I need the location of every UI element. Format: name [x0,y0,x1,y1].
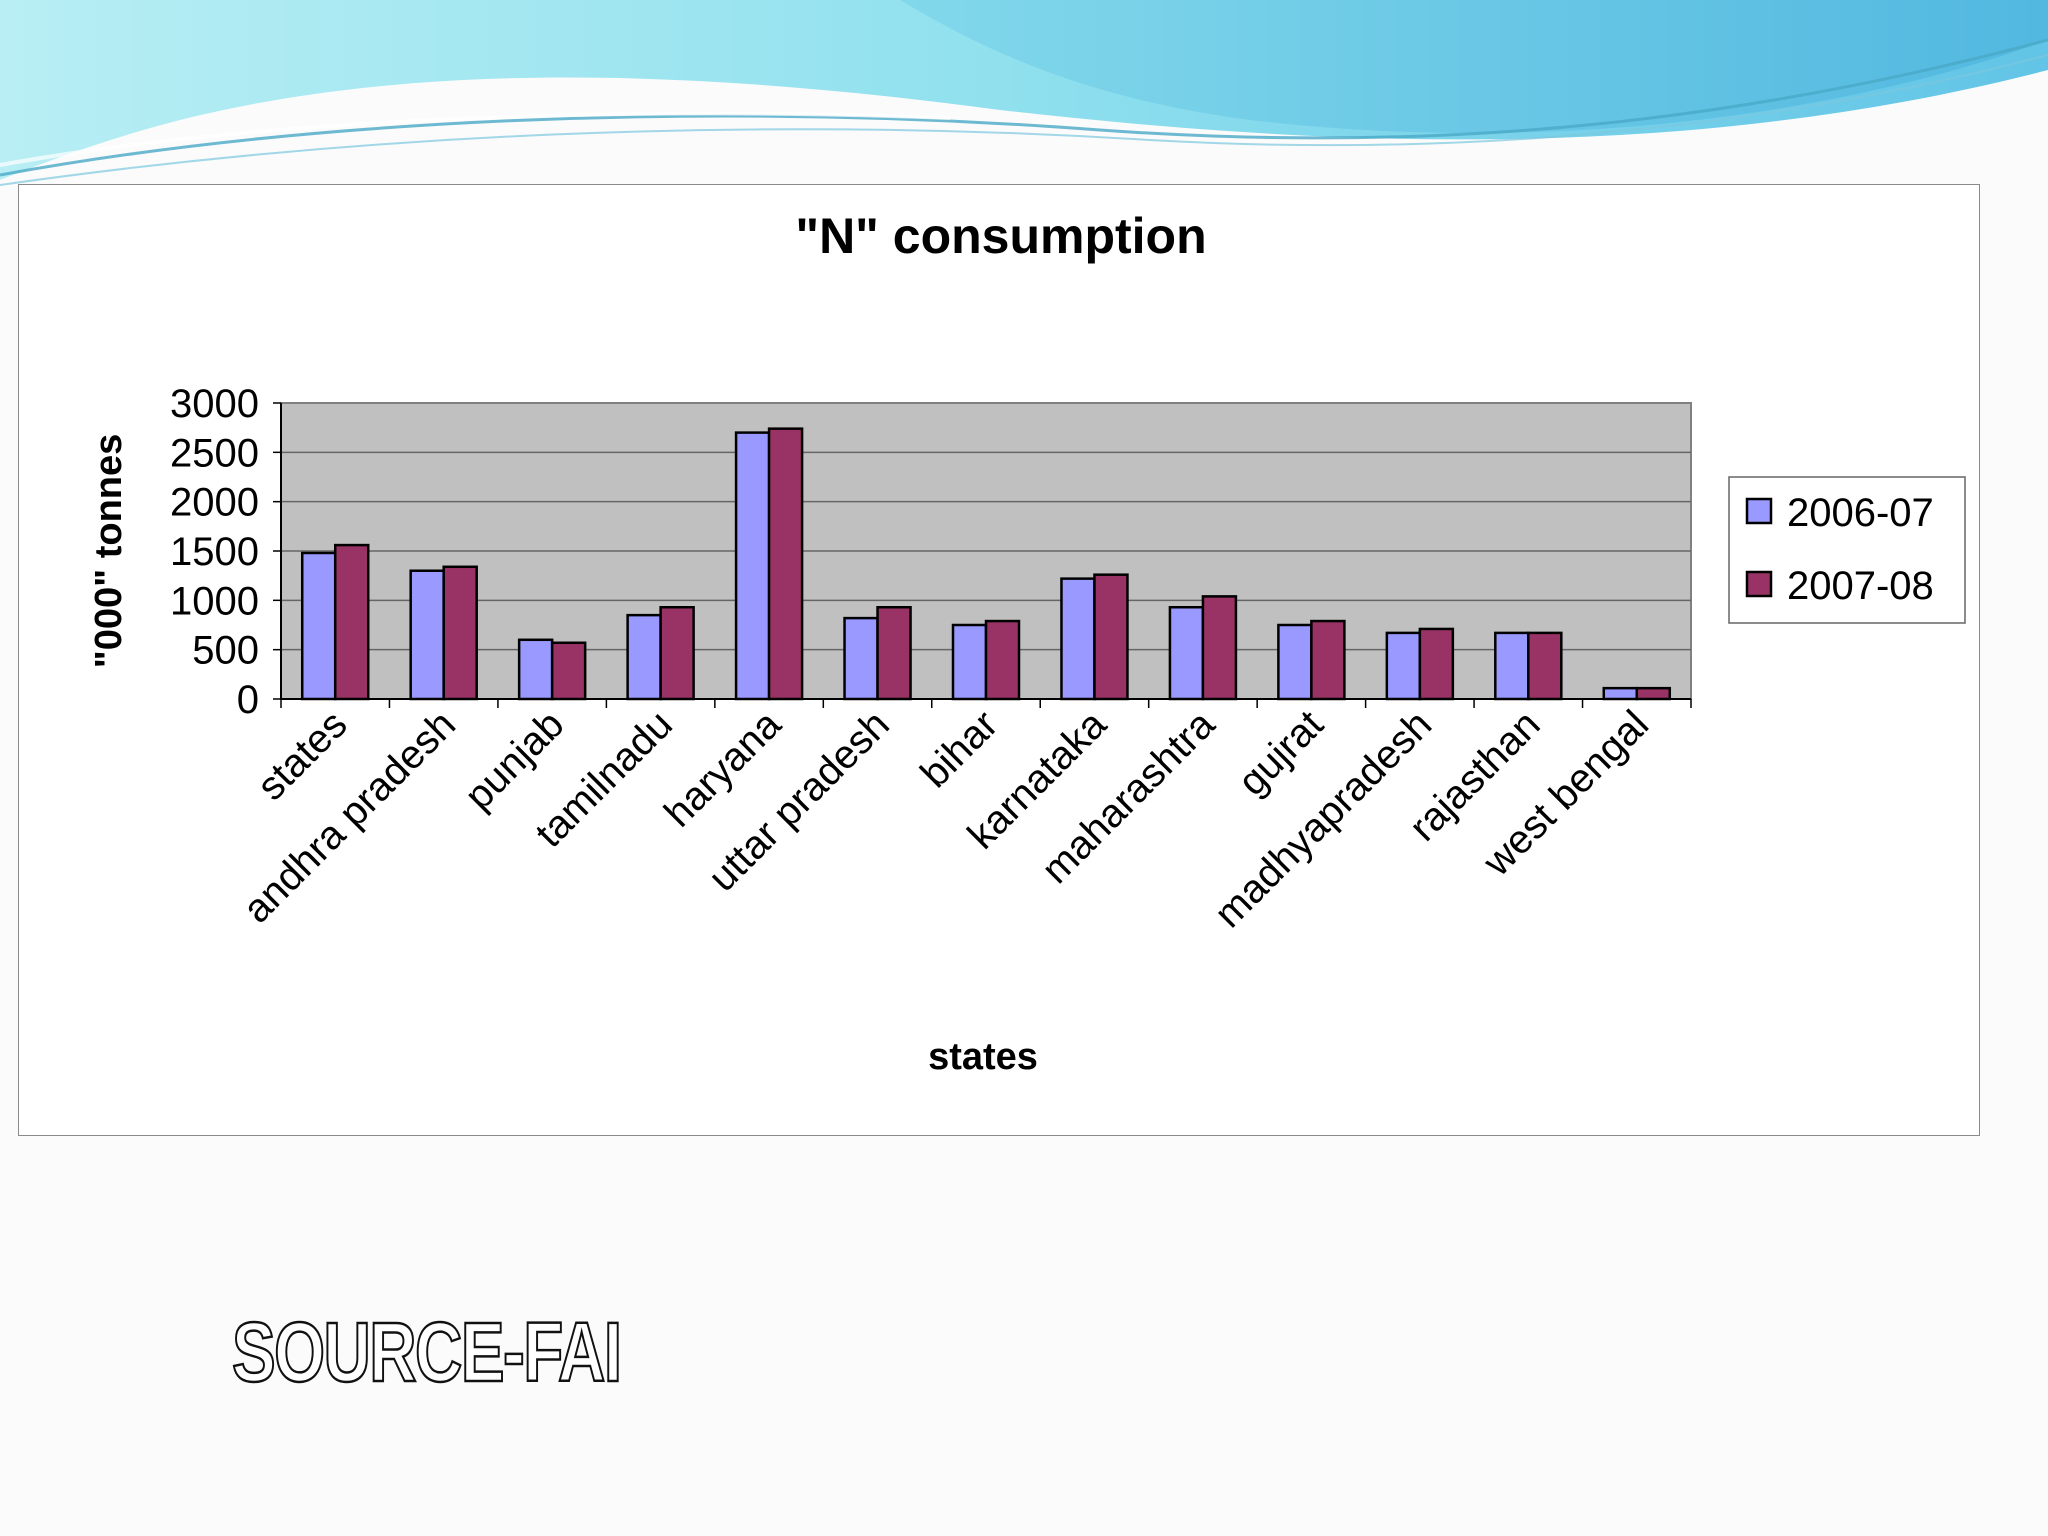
legend-label-2007-08: 2007-08 [1787,564,1934,608]
bar-2007-08-madhyapradesh [1418,627,1455,701]
bar-2006-07-punjab [517,638,554,701]
bar-2007-08-rajasthan [1527,631,1563,701]
bar-2006-07-gujrat [1277,623,1313,701]
header-wave-decoration [0,0,2048,186]
bar-2006-07-madhyapradesh [1385,631,1422,701]
chart-title: "N" consumption [795,208,1206,264]
bar-2006-07-maharashtra [1168,605,1205,701]
gridlines [281,451,1691,651]
bar-2006-07-west-bengal [1602,686,1639,701]
bar-2007-08-gujrat [1310,619,1346,701]
bar-2007-08-states [333,543,370,701]
bar-2007-08-punjab [550,641,587,701]
y-tick-label: 500 [192,629,259,673]
y-tick-label: 1500 [170,530,259,574]
y-tick-label: 1000 [170,579,259,623]
bar-2006-07-tamilnadu [626,613,662,701]
bar-chart: "N" consumption 0 500 1000 1500 2000 2500 3000… [88,208,1966,1078]
x-tick-label: states [249,702,356,809]
legend-swatch-2006-07 [1745,497,1773,525]
y-axis-label: "000" tonnes [88,434,130,669]
x-axis-label: states [928,1036,1038,1078]
bar-2006-07-haryana [734,431,771,701]
legend-label-2006-07: 2006-07 [1787,491,1934,535]
bar-2006-07-bihar [951,623,988,701]
x-tick-label: bihar [912,702,1006,796]
bar-2007-08-bihar [984,619,1021,701]
bar-2007-08-west-bengal [1635,686,1672,701]
x-tick-label: gujrat [1230,702,1332,804]
chart-frame: "N" consumption 0 500 1000 1500 2000 2500 3000… [18,184,1980,1136]
y-tick-label: 3000 [170,382,259,426]
bar-2006-07-uttar-pradesh [843,616,879,701]
y-tick-label: 2500 [170,431,259,475]
bar-2006-07-karnataka [1060,577,1096,701]
bar-2007-08-haryana [767,427,804,701]
bar-2006-07-states [300,551,337,701]
y-tick-label: 0 [237,678,259,722]
bar-2006-07-andhra-pradesh [409,569,445,701]
legend-swatch-2007-08 [1745,570,1773,598]
source-label: SOURCE-FAI [231,1305,623,1399]
bar-2006-07-rajasthan [1494,631,1530,701]
bar-2007-08-karnataka [1093,573,1129,701]
y-tick-label: 2000 [170,481,259,525]
bar-2007-08-andhra-pradesh [442,565,478,701]
bar-2007-08-uttar-pradesh [876,605,912,701]
bar-2007-08-maharashtra [1201,595,1238,701]
bar-2007-08-tamilnadu [659,605,695,701]
legend: 2006-07 2007-08 [1728,476,1966,624]
